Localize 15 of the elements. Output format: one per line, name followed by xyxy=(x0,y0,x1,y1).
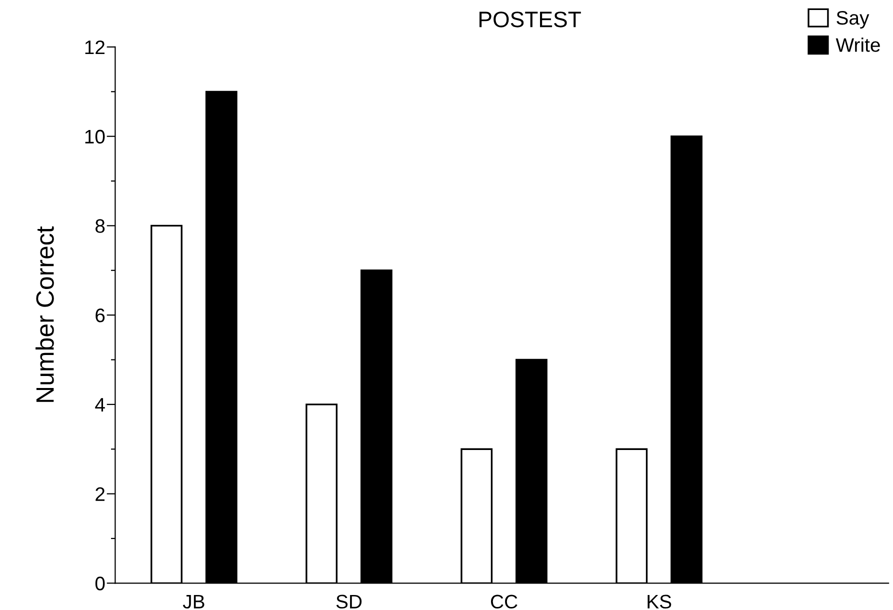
y-tick-label: 4 xyxy=(95,398,105,412)
y-tick-label: 6 xyxy=(96,308,105,322)
x-tick-label: CC xyxy=(490,594,518,609)
legend-label: Write xyxy=(836,38,880,52)
y-tick-label: 10 xyxy=(85,130,105,144)
chart-title: POSTEST xyxy=(480,12,581,28)
y-axis-title: Number Correct xyxy=(36,226,54,402)
legend-label: Say xyxy=(836,10,870,29)
x-tick-label: JB xyxy=(182,594,204,609)
x-tick-label: KS xyxy=(648,594,672,609)
y-tick-label: 2 xyxy=(96,487,104,501)
x-tick-label: SD xyxy=(336,594,362,609)
y-tick-label: 0 xyxy=(95,576,105,590)
y-tick-label: 8 xyxy=(96,219,105,233)
y-tick-label: 12 xyxy=(85,40,104,54)
